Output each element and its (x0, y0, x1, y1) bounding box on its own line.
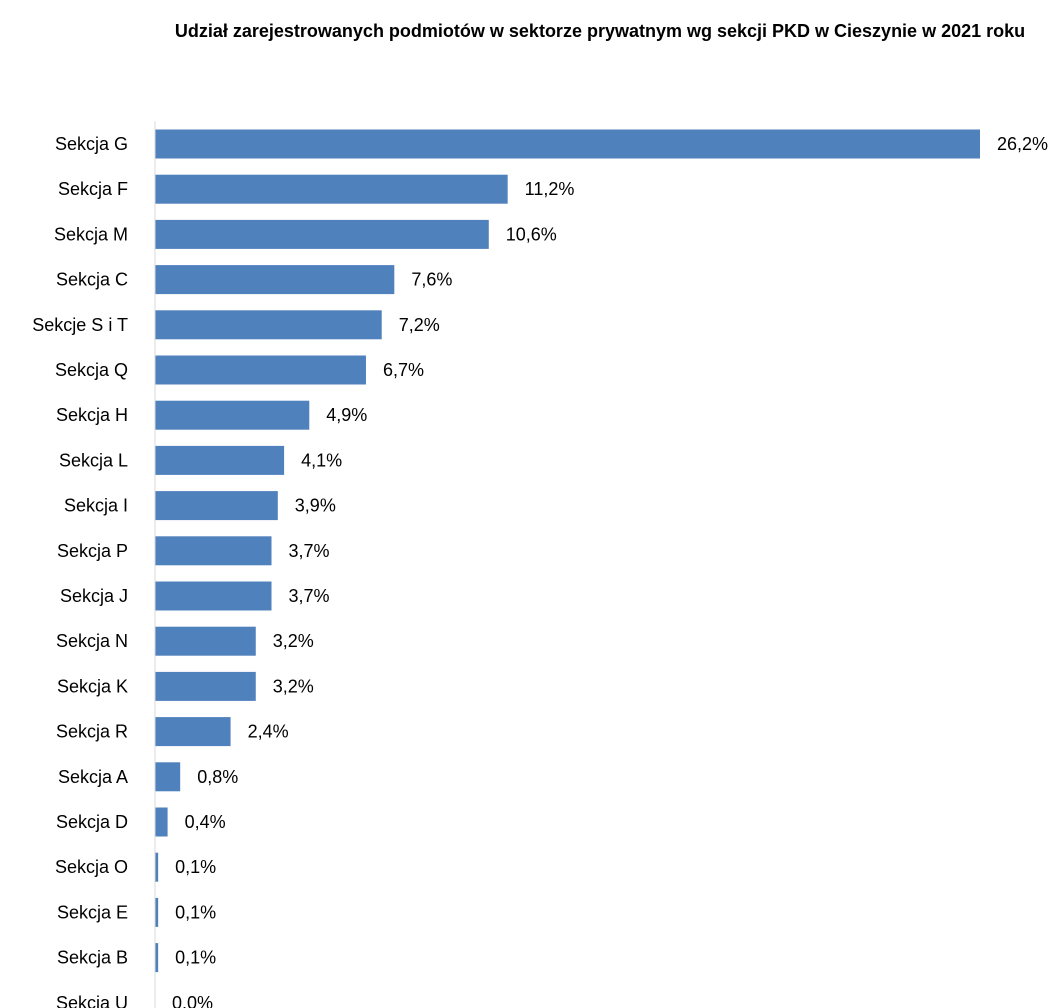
data-label: 6,7% (383, 360, 424, 380)
category-label: Sekcja I (64, 496, 128, 516)
data-label: 0,1% (175, 948, 216, 968)
data-label: 4,9% (326, 405, 367, 425)
data-label: 3,7% (289, 541, 330, 561)
bar (155, 310, 382, 340)
data-label: 7,6% (411, 270, 452, 290)
data-label: 0,8% (197, 767, 238, 787)
bar (155, 671, 256, 701)
bar (155, 129, 980, 159)
data-label: 3,2% (273, 676, 314, 696)
category-label: Sekcja A (58, 767, 128, 787)
category-label: Sekcja H (56, 405, 128, 425)
data-label: 4,1% (301, 450, 342, 470)
category-label: Sekcja J (60, 586, 128, 606)
bar (155, 943, 159, 973)
data-label: 26,2% (997, 134, 1048, 154)
bar (155, 897, 159, 927)
data-label: 11,2% (525, 179, 575, 199)
category-label: Sekcje S i T (32, 315, 128, 335)
bar (155, 400, 310, 430)
data-label: 3,9% (295, 496, 336, 516)
category-label: Sekcja P (57, 541, 128, 561)
category-label: Sekcja R (56, 722, 128, 742)
category-labels-group: Sekcja G Sekcja F Sekcja M Sekcja C Sekcje S… (32, 134, 128, 1008)
category-label: Sekcja N (56, 631, 128, 651)
bar (155, 491, 278, 521)
category-label: Sekcja F (58, 179, 128, 199)
bar (155, 355, 366, 385)
value-labels-group: 26,2% 11,2% 10,6% 7,6% 7,2% 6,7% 4,9% 4,1% 3,9% 3… (172, 134, 1048, 1008)
bars-group (155, 129, 980, 973)
data-label: 10,6% (506, 224, 557, 244)
bar (155, 852, 159, 882)
data-label: 3,7% (289, 586, 330, 606)
data-label: 7,2% (399, 315, 440, 335)
bar (155, 626, 256, 656)
category-label: Sekcja C (56, 270, 128, 290)
chart-title: Udział zarejestrowanych podmiotów w sekt… (174, 21, 1026, 41)
data-label: 2,4% (248, 722, 289, 742)
bar (155, 581, 272, 611)
category-label: Sekcja K (57, 676, 128, 696)
category-label: Sekcja U (56, 993, 128, 1008)
category-label: Sekcja M (54, 224, 128, 244)
bar (155, 265, 395, 295)
bar (155, 219, 489, 249)
data-label: 0,0% (172, 993, 213, 1008)
category-label: Sekcja G (55, 134, 128, 154)
bar (155, 717, 231, 747)
bar (155, 445, 285, 475)
data-label: 3,2% (273, 631, 314, 651)
category-label: Sekcja L (59, 450, 128, 470)
category-label: Sekcja B (57, 948, 128, 968)
bar (155, 174, 508, 204)
bar (155, 536, 272, 566)
data-label: 0,1% (175, 902, 216, 922)
category-label: Sekcja Q (55, 360, 128, 380)
data-label: 0,4% (185, 812, 226, 832)
category-label: Sekcja O (55, 857, 128, 877)
bar (155, 762, 181, 792)
category-label: Sekcja D (56, 812, 128, 832)
bar (155, 807, 168, 837)
data-label: 0,1% (175, 857, 216, 877)
category-label: Sekcja E (57, 902, 128, 922)
